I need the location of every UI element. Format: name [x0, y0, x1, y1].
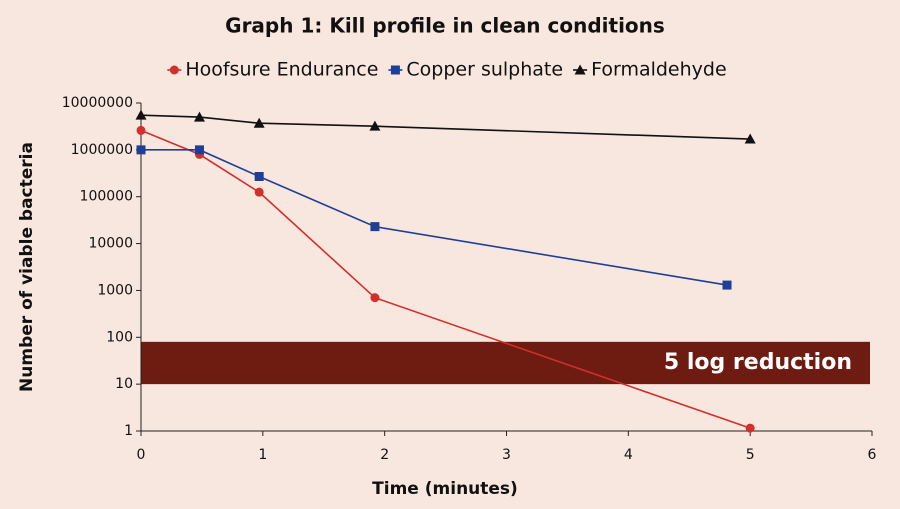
marker	[253, 117, 265, 128]
legend-label: Hoofsure Endurance	[185, 59, 378, 81]
marker	[136, 125, 146, 135]
marker	[194, 145, 204, 155]
marker	[370, 222, 380, 232]
x-tick-label: 3	[502, 447, 511, 463]
y-tick-label: 1	[124, 423, 133, 439]
marker	[136, 145, 146, 155]
legend: Hoofsure Endurance Copper sulphate Formald…	[167, 59, 727, 81]
band-label: 5 log reduction	[664, 350, 852, 375]
marker	[744, 133, 756, 144]
legend-label: Formaldehyde	[591, 59, 727, 81]
x-tick-label: 2	[380, 447, 389, 463]
marker	[722, 280, 732, 290]
y-tick-label: 100000	[80, 189, 133, 205]
marker	[370, 293, 380, 303]
x-tick-label: 6	[868, 447, 877, 463]
legend-item: Copper sulphate	[388, 59, 563, 81]
marker	[135, 109, 147, 120]
marker	[254, 172, 264, 182]
marker	[193, 111, 205, 122]
reduction-band	[141, 341, 870, 385]
marker	[745, 423, 755, 433]
x-tick-label: 1	[258, 447, 267, 463]
y-tick-label: 1000	[97, 282, 133, 298]
y-tick-label: 10000	[88, 236, 133, 252]
y-axis-label: Number of viable bacteria	[17, 142, 37, 392]
y-tick-label: 10	[115, 376, 133, 392]
y-tick-label: 100	[106, 329, 133, 345]
x-tick-label: 4	[624, 447, 633, 463]
marker	[369, 120, 381, 131]
y-tick-label: 1000000	[71, 142, 133, 158]
y-tick-label: 10000000	[62, 95, 133, 111]
marker	[254, 187, 264, 197]
legend-item: Hoofsure Endurance	[167, 59, 378, 81]
x-axis-label: Time (minutes)	[372, 479, 518, 499]
legend-item: Formaldehyde	[573, 59, 727, 81]
chart-title: Graph 1: Kill profile in clean condition…	[225, 14, 665, 38]
x-tick-label: 0	[137, 447, 146, 463]
x-tick-label: 5	[746, 447, 755, 463]
legend-label: Copper sulphate	[406, 59, 563, 81]
